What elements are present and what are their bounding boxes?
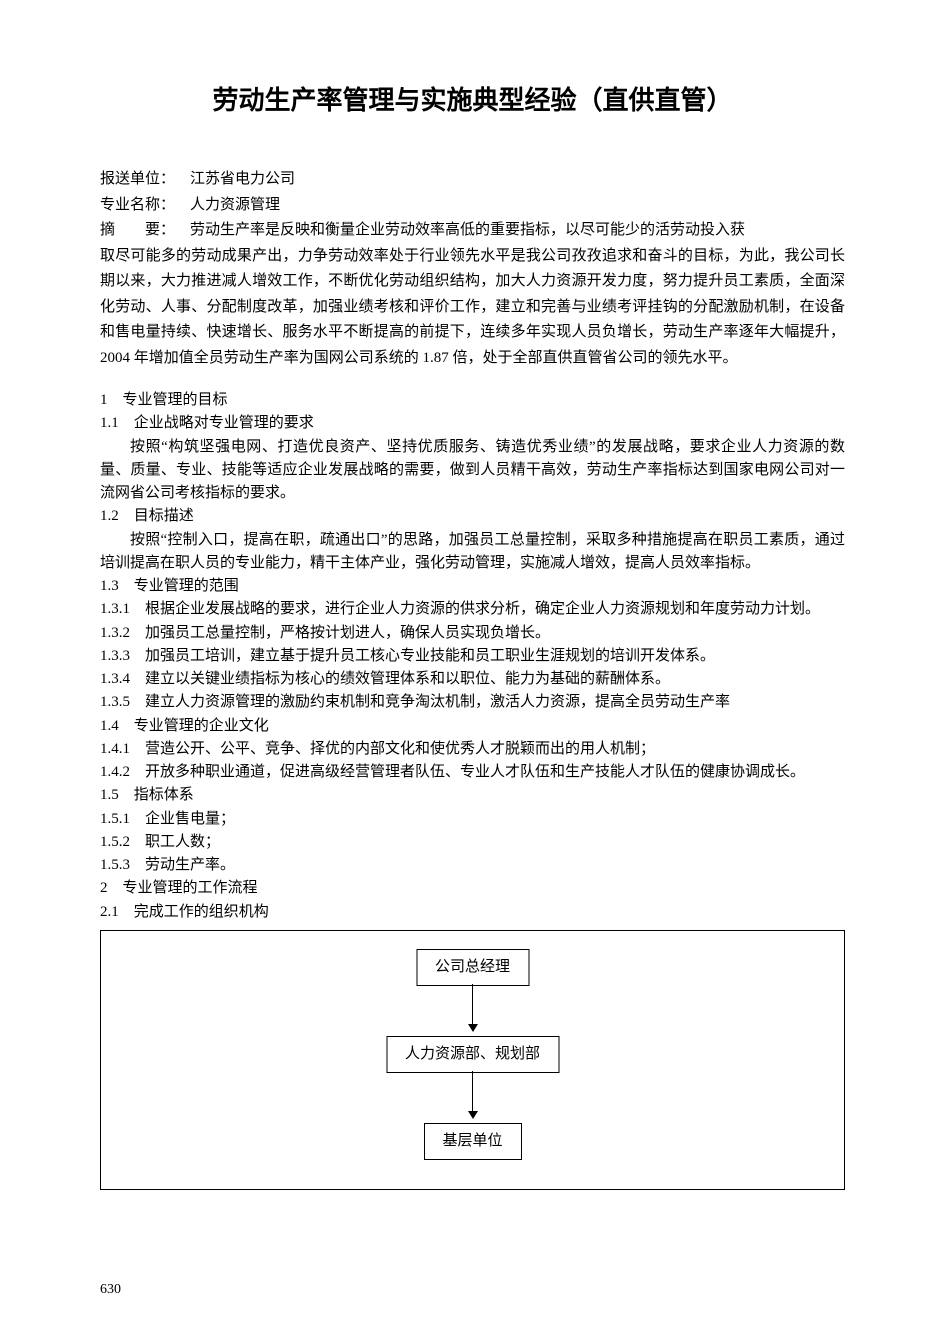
- abstract-first-line: 劳动生产率是反映和衡量企业劳动效率高低的重要指标，以尽可能少的活劳动投入获: [190, 218, 745, 244]
- para-1-1: 按照“构筑坚强电网、打造优良资产、坚持优质服务、铸造优秀业绩”的发展战略，要求企…: [100, 436, 845, 506]
- meta-dept-row: 专业名称： 人力资源管理: [100, 193, 845, 219]
- heading-1: 1 专业管理的目标: [100, 389, 845, 412]
- heading-1-5: 1.5 指标体系: [100, 784, 845, 807]
- item-1-5-2: 1.5.2 职工人数；: [100, 831, 845, 854]
- abstract-body: 取尽可能多的劳动成果产出，力争劳动效率处于行业领先水平是我公司孜孜追求和奋斗的目…: [100, 244, 845, 372]
- meta-unit-row: 报送单位： 江苏省电力公司: [100, 167, 845, 193]
- heading-1-1: 1.1 企业战略对专业管理的要求: [100, 412, 845, 435]
- heading-1-3: 1.3 专业管理的范围: [100, 575, 845, 598]
- flow-node-hr: 人力资源部、规划部: [386, 1036, 559, 1073]
- meta-unit-label: 报送单位：: [100, 167, 190, 193]
- abstract-label: 摘 要：: [100, 218, 190, 244]
- item-1-3-3: 1.3.3 加强员工培训，建立基于提升员工核心专业技能和员工职业生涯规划的培训开…: [100, 645, 845, 668]
- flow-arrow-2: [468, 1071, 478, 1119]
- heading-2: 2 专业管理的工作流程: [100, 877, 845, 900]
- heading-1-2: 1.2 目标描述: [100, 505, 845, 528]
- item-1-3-5: 1.3.5 建立人力资源管理的激励约束机制和竞争淘汰机制，激活人力资源，提高全员…: [100, 691, 845, 714]
- item-1-3-2: 1.3.2 加强员工总量控制，严格按计划进人，确保人员实现负增长。: [100, 622, 845, 645]
- heading-2-1: 2.1 完成工作的组织机构: [100, 901, 845, 924]
- flow-node-base: 基层单位: [423, 1123, 521, 1160]
- document-title: 劳动生产率管理与实施典型经验（直供直管）: [100, 80, 845, 117]
- org-flowchart: 公司总经理 人力资源部、规划部 基层单位: [100, 930, 845, 1190]
- meta-dept-label: 专业名称：: [100, 193, 190, 219]
- item-1-3-4: 1.3.4 建立以关键业绩指标为核心的绩效管理体系和以职位、能力为基础的薪酬体系…: [100, 668, 845, 691]
- heading-1-4: 1.4 专业管理的企业文化: [100, 715, 845, 738]
- item-1-4-1: 1.4.1 营造公开、公平、竞争、择优的内部文化和使优秀人才脱颖而出的用人机制；: [100, 738, 845, 761]
- body-sections: 1 专业管理的目标 1.1 企业战略对专业管理的要求 按照“构筑坚强电网、打造优…: [100, 389, 845, 1190]
- item-1-5-3: 1.5.3 劳动生产率。: [100, 854, 845, 877]
- meta-dept-value: 人力资源管理: [190, 193, 845, 219]
- item-1-5-1: 1.5.1 企业售电量；: [100, 808, 845, 831]
- flow-node-gm: 公司总经理: [416, 949, 529, 986]
- item-1-3-1: 1.3.1 根据企业发展战略的要求，进行企业人力资源的供求分析，确定企业人力资源…: [100, 598, 845, 621]
- abstract-block: 摘 要： 劳动生产率是反映和衡量企业劳动效率高低的重要指标，以尽可能少的活劳动投…: [100, 218, 845, 371]
- flow-arrow-1: [468, 984, 478, 1032]
- page-number: 630: [100, 1282, 121, 1298]
- meta-unit-value: 江苏省电力公司: [190, 167, 845, 193]
- para-1-2: 按照“控制入口，提高在职，疏通出口”的思路，加强员工总量控制，采取多种措施提高在…: [100, 529, 845, 576]
- item-1-4-2: 1.4.2 开放多种职业通道，促进高级经营管理者队伍、专业人才队伍和生产技能人才…: [100, 761, 845, 784]
